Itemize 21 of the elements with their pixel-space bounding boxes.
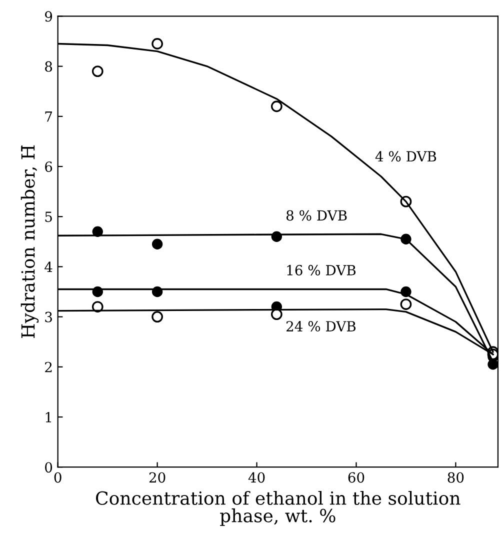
y-tick-label: 3: [45, 312, 52, 322]
x-tick-label: 20: [149, 472, 166, 483]
x-tick-label: 80: [448, 472, 464, 483]
x-tick-label: 60: [348, 472, 364, 483]
series-label: 8 % DVB: [286, 210, 347, 221]
y-tick-label: 0: [45, 462, 52, 473]
series-label: 16 % DVB: [287, 264, 356, 276]
y-tick-label: 6: [45, 161, 52, 172]
y-tick-label: 7: [45, 112, 52, 122]
y-tick-label: 1: [46, 412, 52, 422]
x-tick-label: 40: [248, 472, 265, 483]
series-label: 24 % DVB: [286, 321, 356, 332]
y-tick-label: 9: [45, 11, 52, 22]
y-tick-label: 8: [45, 61, 52, 72]
series-label: 4 % DVB: [375, 151, 436, 162]
y-tick-label: 5: [45, 212, 52, 222]
y-tick-label: 4: [44, 262, 52, 272]
y-axis-title: Hydration number, H̄: [20, 145, 39, 338]
x-tick-label: 0: [54, 472, 62, 483]
x-axis-title: Concentration of ethanol in the solution phase, wt. %: [96, 490, 460, 526]
y-tick-label: 2: [45, 362, 52, 372]
